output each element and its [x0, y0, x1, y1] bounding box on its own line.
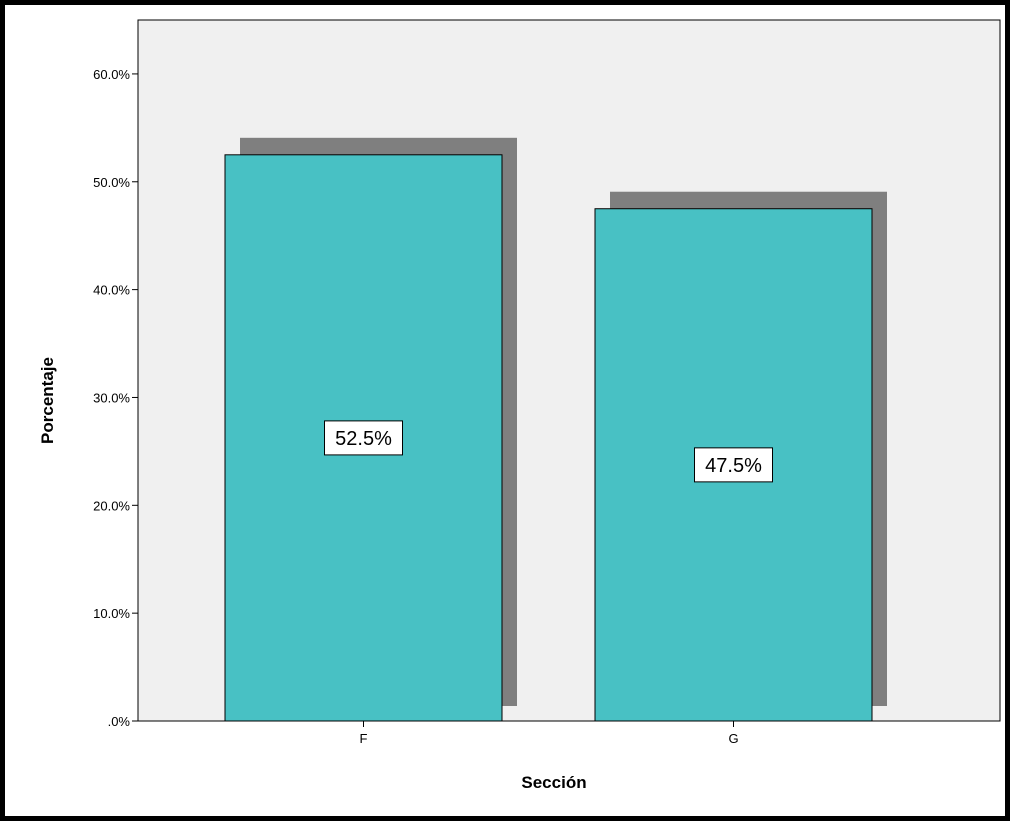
x-axis-title: Sección [521, 773, 586, 792]
data-label-box [694, 447, 773, 483]
y-tick-label: 10.0% [93, 606, 130, 621]
x-tick-label: F [360, 731, 368, 746]
y-tick-label: 50.0% [93, 175, 130, 190]
y-tick-label: 20.0% [93, 498, 130, 513]
y-tick-label: .0% [108, 714, 131, 729]
data-label: 47.5% [705, 455, 762, 477]
y-axis-title: Porcentaje [38, 357, 57, 444]
data-label-box [324, 420, 403, 456]
x-tick-label: G [728, 731, 738, 746]
data-labels: 52.5% 47.5% [324, 420, 773, 483]
data-label: 52.5% [335, 428, 392, 450]
y-tick-label: 60.0% [93, 67, 130, 82]
y-axis: .0% 10.0% 20.0% 30.0% 40.0% 50.0% 60.0% [93, 67, 138, 729]
y-tick-label: 30.0% [93, 390, 130, 405]
y-tick-label: 40.0% [93, 283, 130, 298]
